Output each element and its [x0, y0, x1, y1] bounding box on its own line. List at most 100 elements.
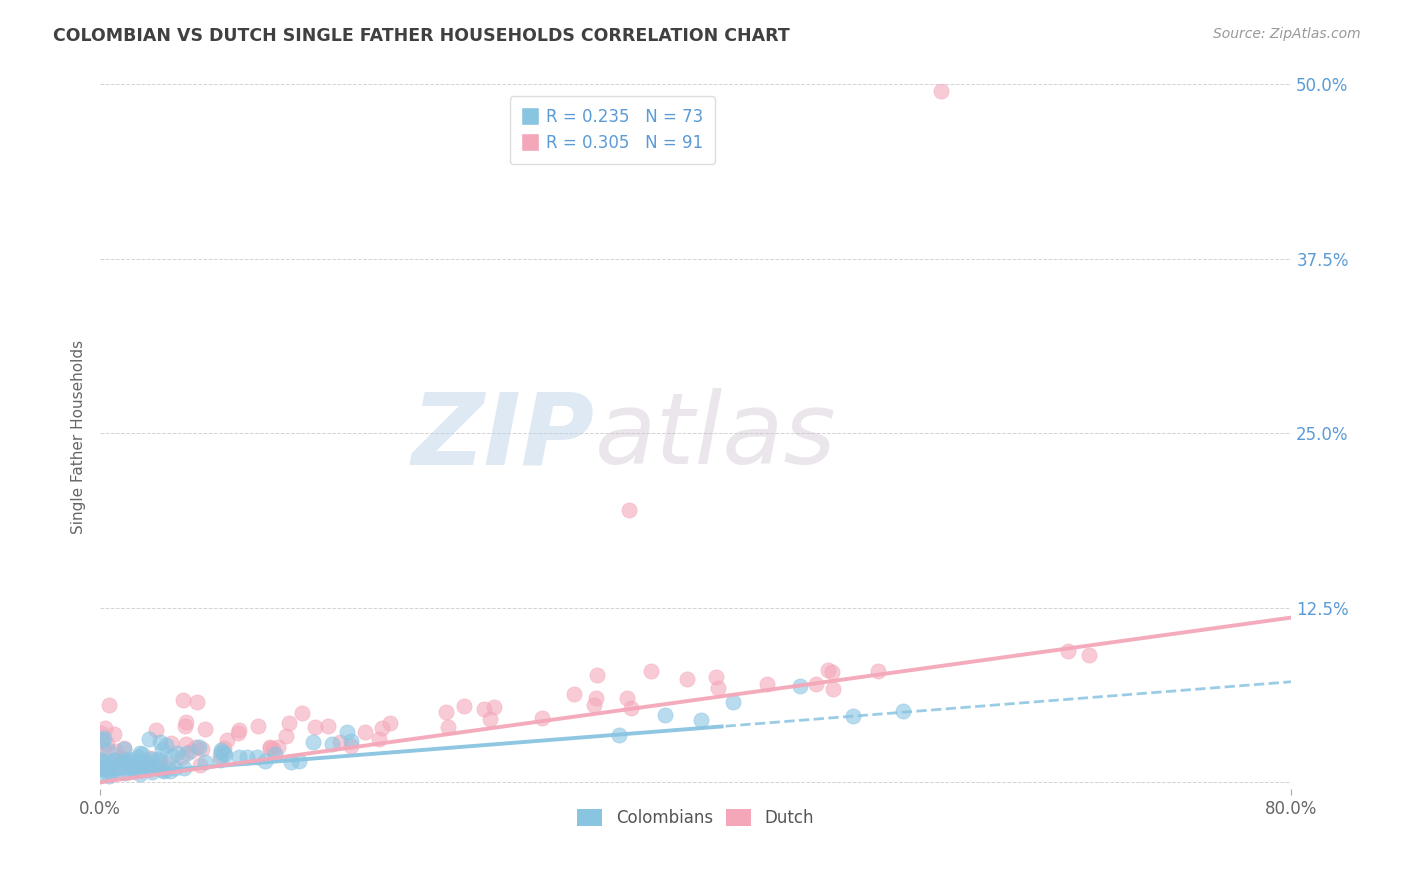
- Point: [259, 740, 281, 755]
- Point: [90, 726, 112, 740]
- Point: [104, 753, 127, 767]
- Point: [562, 687, 585, 701]
- Point: [264, 747, 287, 761]
- Point: [891, 704, 914, 718]
- Point: [131, 747, 153, 761]
- Point: [170, 749, 193, 764]
- Point: [278, 716, 301, 731]
- Point: [246, 719, 269, 733]
- Point: [280, 755, 302, 769]
- Point: [94, 721, 117, 735]
- Point: [148, 759, 170, 773]
- Point: [117, 752, 139, 766]
- Point: [128, 746, 150, 760]
- Point: [704, 669, 727, 683]
- Point: [434, 706, 457, 720]
- Point: [259, 740, 281, 755]
- Point: [149, 734, 172, 748]
- Point: [321, 737, 343, 751]
- Point: [841, 708, 863, 723]
- Point: [173, 719, 195, 733]
- Point: [103, 757, 125, 772]
- Point: [128, 756, 150, 770]
- Point: [98, 759, 121, 773]
- Point: [367, 731, 389, 746]
- Point: [112, 741, 135, 756]
- Point: [245, 749, 267, 764]
- Point: [336, 724, 359, 739]
- Point: [291, 706, 314, 721]
- Point: [90, 753, 112, 767]
- Point: [235, 749, 257, 764]
- Point: [150, 763, 173, 777]
- Legend: Colombians, Dutch: Colombians, Dutch: [571, 802, 821, 834]
- Point: [108, 751, 131, 765]
- Point: [96, 762, 118, 776]
- Point: [318, 719, 340, 733]
- Point: [115, 755, 138, 769]
- Point: [209, 745, 232, 759]
- Point: [453, 698, 475, 713]
- Point: [100, 766, 122, 780]
- Point: [586, 667, 609, 681]
- Point: [91, 760, 114, 774]
- Point: [616, 690, 638, 705]
- Point: [654, 707, 676, 722]
- Point: [288, 754, 311, 768]
- Point: [194, 722, 217, 736]
- Point: [91, 741, 114, 756]
- Point: [127, 750, 149, 764]
- Point: [118, 764, 141, 779]
- Point: [208, 748, 231, 763]
- Point: [302, 735, 325, 749]
- Point: [789, 680, 811, 694]
- Point: [437, 720, 460, 734]
- Point: [163, 761, 186, 775]
- Point: [180, 744, 202, 758]
- Point: [93, 756, 115, 771]
- Point: [371, 721, 394, 735]
- Point: [339, 739, 361, 753]
- Point: [89, 769, 111, 783]
- Point: [136, 757, 159, 772]
- Text: ZIP: ZIP: [412, 388, 595, 485]
- Point: [141, 751, 163, 765]
- Point: [139, 751, 162, 765]
- Point: [155, 738, 177, 752]
- Point: [266, 739, 288, 754]
- Point: [162, 748, 184, 763]
- Point: [866, 664, 889, 678]
- Point: [191, 742, 214, 756]
- Point: [380, 716, 402, 731]
- Point: [97, 743, 120, 757]
- Point: [721, 695, 744, 709]
- Point: [152, 764, 174, 779]
- Point: [159, 736, 181, 750]
- Point: [149, 754, 172, 768]
- Point: [209, 743, 232, 757]
- Point: [145, 723, 167, 737]
- Point: [212, 741, 235, 756]
- Point: [707, 681, 730, 695]
- Point: [105, 764, 128, 778]
- Point: [304, 720, 326, 734]
- Point: [482, 699, 505, 714]
- Point: [215, 733, 238, 747]
- Point: [340, 734, 363, 748]
- Point: [214, 748, 236, 763]
- Point: [676, 673, 699, 687]
- Point: [159, 764, 181, 778]
- Point: [585, 690, 607, 705]
- Point: [120, 755, 142, 769]
- Point: [90, 753, 112, 767]
- Point: [98, 698, 121, 712]
- Point: [640, 665, 662, 679]
- Point: [91, 733, 114, 747]
- Point: [274, 729, 297, 743]
- Text: Source: ZipAtlas.com: Source: ZipAtlas.com: [1213, 27, 1361, 41]
- Point: [98, 764, 121, 779]
- Point: [138, 762, 160, 776]
- Point: [112, 741, 135, 756]
- Point: [353, 725, 375, 739]
- Point: [329, 735, 352, 749]
